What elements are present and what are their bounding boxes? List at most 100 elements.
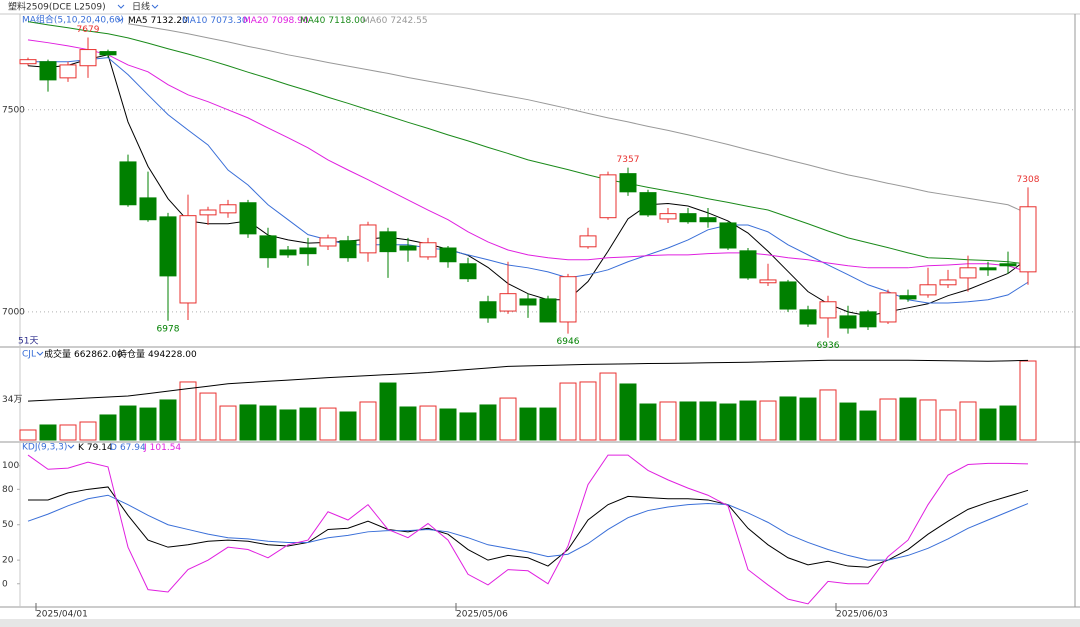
candle-body [859, 311, 877, 328]
candle-body [579, 235, 597, 248]
volume-bar [159, 399, 177, 441]
candle-body [439, 247, 457, 263]
volume-bar [899, 397, 917, 441]
candle-body [539, 298, 557, 323]
volume-bar [759, 400, 777, 441]
volume-bar [119, 405, 137, 441]
low-label: 6936 [817, 341, 840, 351]
candle-body [479, 301, 497, 319]
candle-body [999, 263, 1017, 267]
legend-entry: K 79.14 [78, 443, 113, 453]
high-label: 7308 [1017, 175, 1040, 185]
volume-bar [699, 401, 717, 441]
legend-value: 7098.90 [271, 16, 308, 26]
volume-bar [319, 407, 337, 441]
volume-bar [299, 407, 317, 441]
dropdown-icon[interactable] [67, 444, 75, 449]
legend-entry: MA20 7098.90 [243, 16, 309, 26]
candle-body [799, 309, 817, 325]
legend-name: J [143, 443, 147, 453]
open-interest-line [27, 359, 1029, 402]
y-tick-label: 80 [2, 485, 14, 495]
volume-bar [959, 401, 977, 441]
volume-bar [659, 401, 677, 441]
volume-bar [559, 382, 577, 441]
ma-line [127, 23, 1029, 215]
candle-body [519, 298, 537, 306]
indicator-title[interactable]: KDJ(9,3,3) [22, 443, 67, 453]
candle-body [939, 279, 957, 286]
dropdown-icon[interactable] [36, 351, 44, 356]
x-tick-label: 2025/04/01 [36, 610, 88, 620]
volume-bar [679, 401, 697, 441]
candle-body [779, 281, 797, 310]
candle-body [319, 237, 337, 247]
candle-body [599, 174, 617, 219]
legend-value: 662862.00 [74, 350, 123, 360]
candle-body [119, 161, 137, 206]
candle-body [819, 301, 837, 319]
candle-body [879, 292, 897, 323]
volume-bar [459, 412, 477, 441]
volume-bar [819, 389, 837, 441]
volume-bar [639, 403, 657, 441]
volume-bar [999, 405, 1017, 441]
volume-bar [39, 424, 57, 441]
volume-bar [259, 405, 277, 441]
legend-name: MA40 [300, 16, 326, 26]
volume-bar [599, 372, 617, 441]
legend-value: 7118.00 [328, 16, 365, 26]
volume-bar [919, 399, 937, 441]
kdj-line [28, 486, 1029, 568]
volume-bar [799, 397, 817, 441]
y-tick-label: 7000 [2, 307, 25, 317]
legend-name: K [78, 443, 85, 453]
volume-bar [19, 429, 37, 441]
volume-bar [339, 411, 357, 441]
candle-body [159, 216, 177, 277]
volume-bar [879, 398, 897, 441]
volume-bar [939, 409, 957, 441]
y-tick-label: 50 [2, 520, 14, 530]
legend-entry: D 67.94 [110, 443, 146, 453]
candle-body [559, 276, 577, 323]
candle-body [919, 284, 937, 296]
candle-body [379, 231, 397, 253]
volume-bar [79, 421, 97, 441]
volume-bar [239, 404, 257, 441]
volume-bar [479, 404, 497, 441]
candle-body [899, 295, 917, 300]
period-label[interactable]: 日线 [132, 1, 150, 13]
y-tick-label: 34万 [2, 395, 22, 405]
legend-name: MA20 [243, 16, 269, 26]
high-label: 7357 [617, 155, 640, 165]
volume-bar [419, 405, 437, 441]
candle-body [139, 197, 157, 221]
volume-bar [99, 414, 117, 441]
candle-body [659, 213, 677, 220]
candle-body [619, 173, 637, 193]
volume-bar [839, 402, 857, 441]
legend-value: 7073.30 [210, 16, 247, 26]
candle-body [979, 267, 997, 271]
volume-bar [139, 407, 157, 441]
dropdown-icon[interactable] [117, 4, 125, 9]
volume-bar [1019, 360, 1037, 441]
instrument-title[interactable]: 塑料2509(DCE L2509) [8, 1, 106, 13]
dropdown-icon[interactable] [151, 4, 159, 9]
volume-bar [719, 403, 737, 441]
ma-line [27, 21, 1029, 265]
status-bar [0, 619, 1080, 627]
indicator-title[interactable]: MA组合(5,10,20,40,60) [22, 14, 124, 26]
legend-entry: 持仓量 494228.00 [118, 348, 197, 360]
legend-value: 101.54 [150, 443, 182, 453]
volume-bar [979, 408, 997, 441]
high-label: 7679 [77, 25, 100, 35]
volume-bar [739, 400, 757, 441]
indicator-title[interactable]: CJL [22, 350, 36, 360]
volume-bar [539, 407, 557, 441]
dropdown-icon[interactable] [116, 17, 124, 22]
kdj-line [27, 454, 1029, 605]
legend-name: 持仓量 [118, 348, 145, 360]
